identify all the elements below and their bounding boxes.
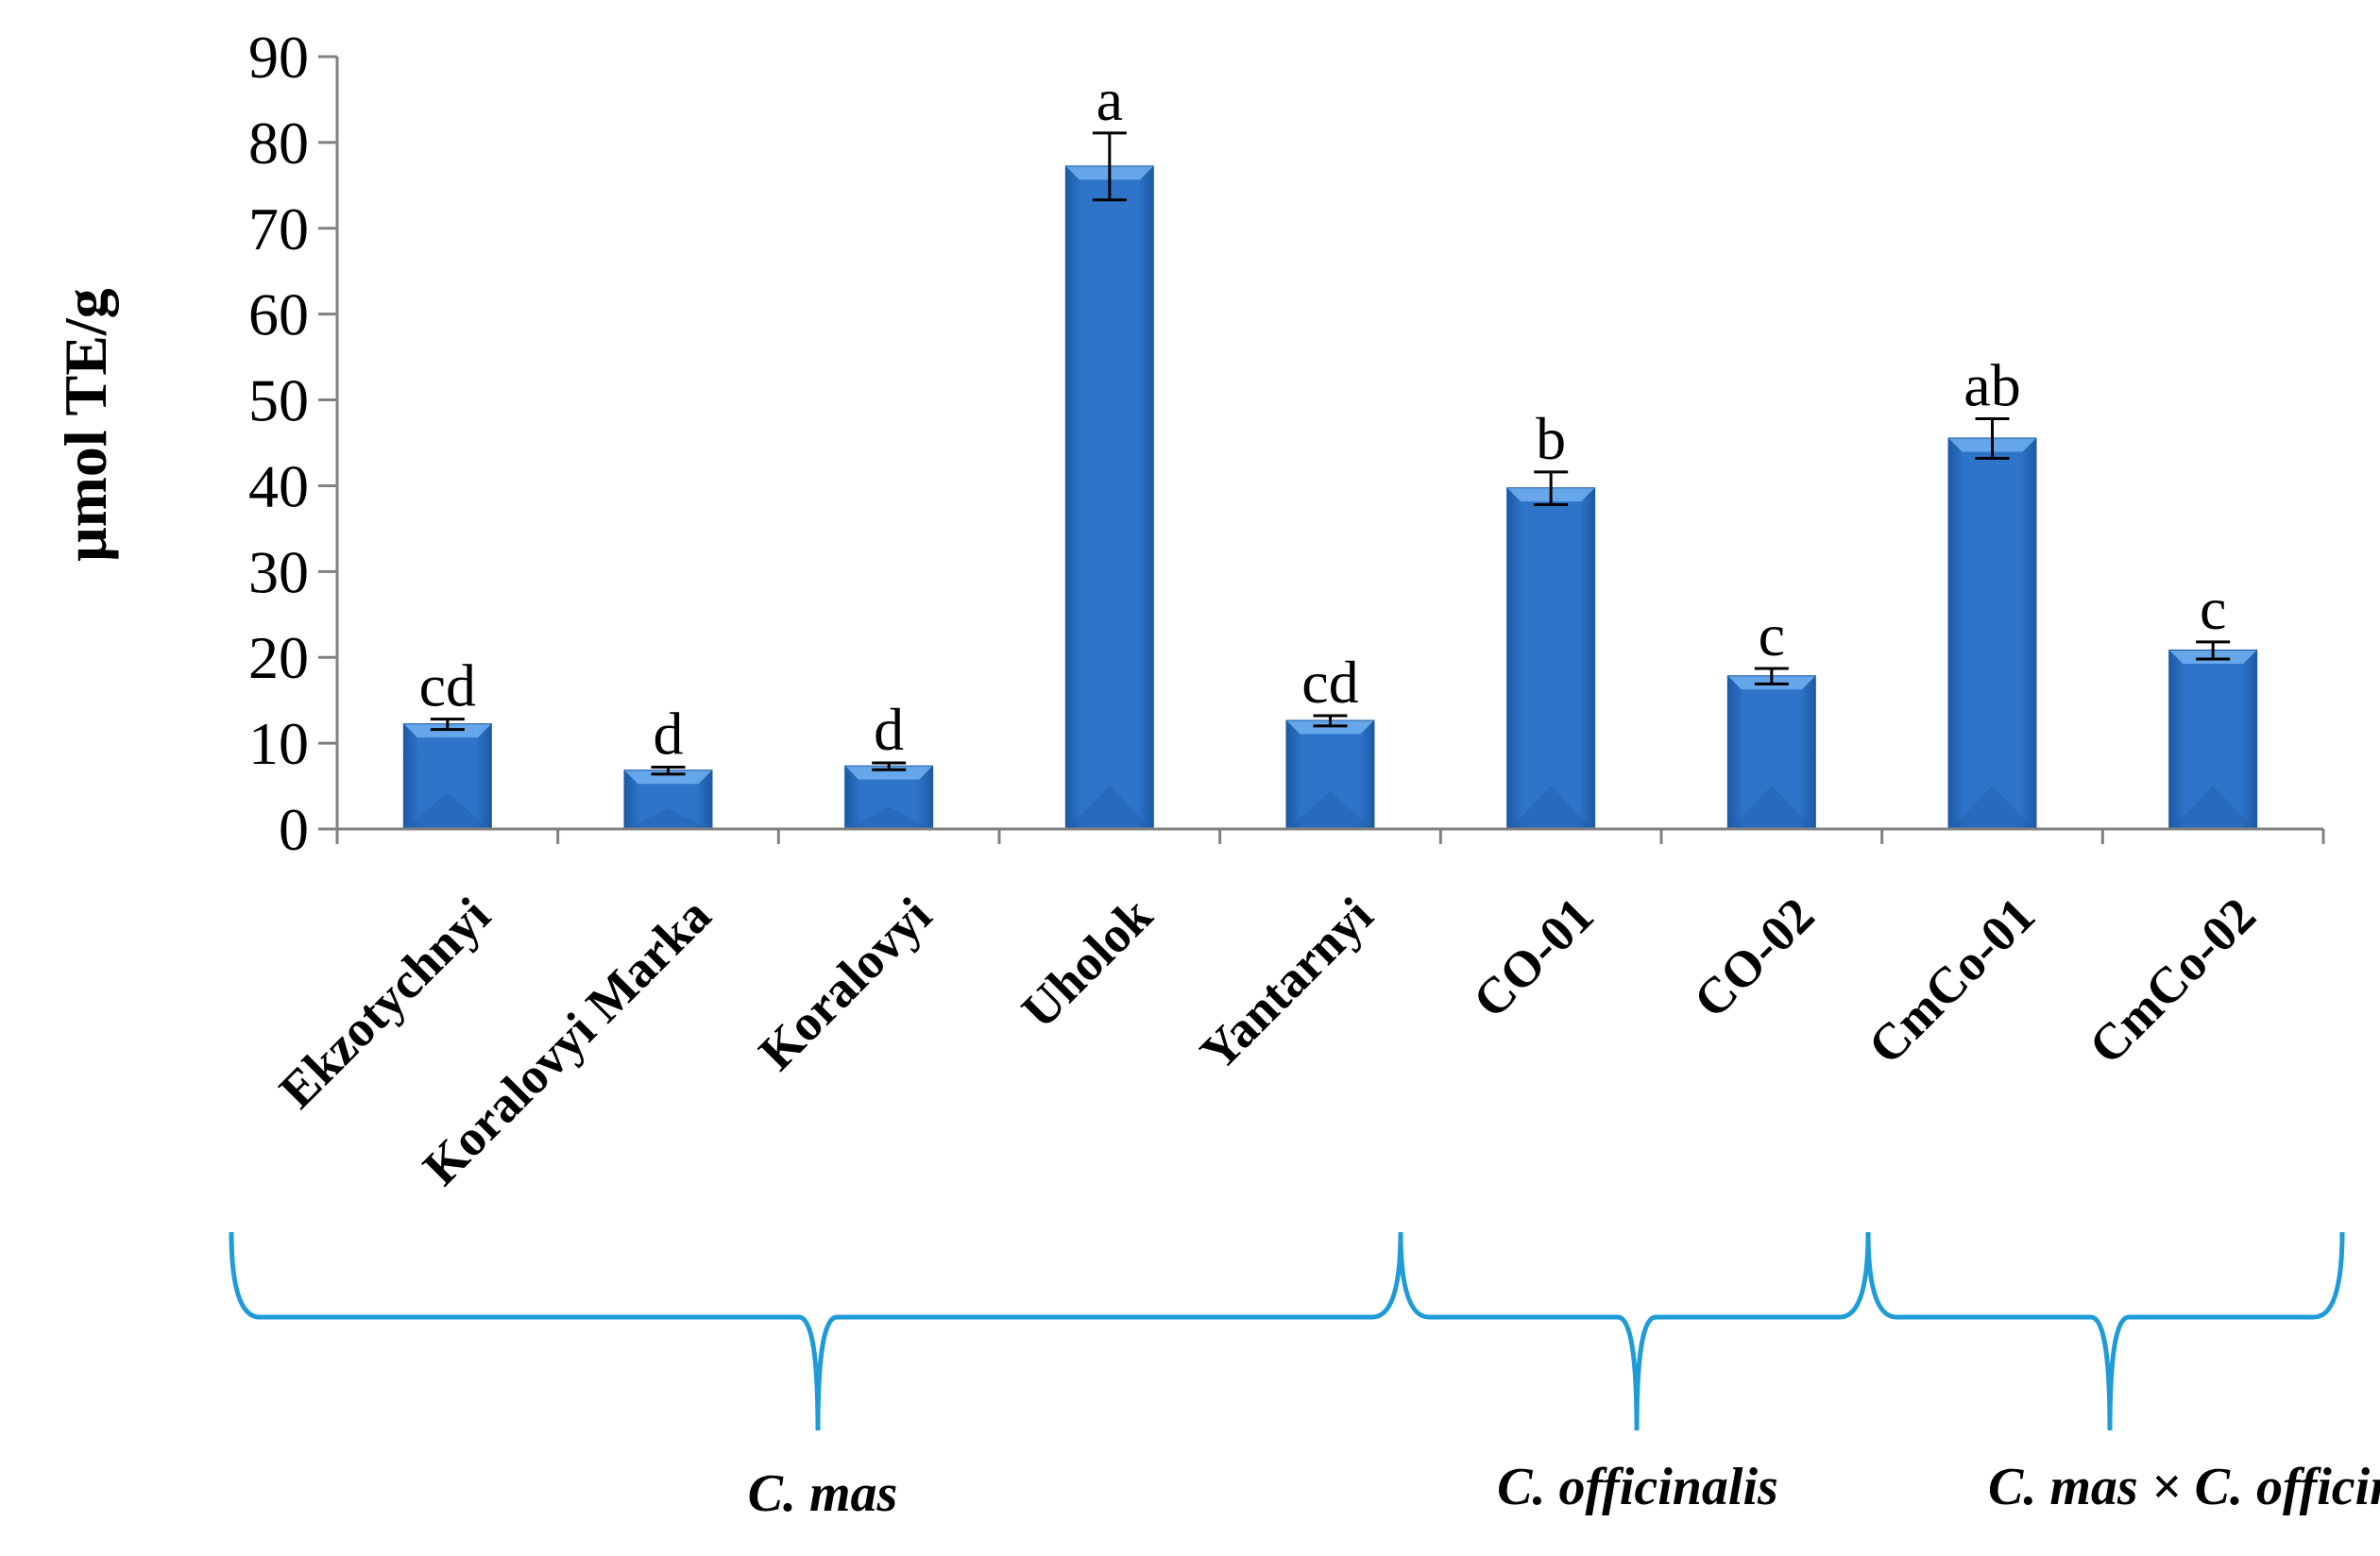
significance-label: a <box>1096 66 1123 133</box>
bar-shade <box>847 806 931 829</box>
significance-label: b <box>1536 405 1566 472</box>
y-tick-label: 60 <box>248 281 309 348</box>
bar-group: c <box>2168 575 2258 830</box>
significance-label: d <box>654 701 684 768</box>
bar-bevel <box>1286 720 1374 735</box>
bar-shade <box>1067 786 1151 829</box>
group-bracket <box>1398 1231 1871 1431</box>
x-tick-label: Uholok <box>1011 887 1163 1039</box>
y-axis-label: μmol TE/g <box>52 288 119 561</box>
bar-group: d <box>623 701 713 830</box>
y-tick-label: 20 <box>248 624 309 691</box>
group-label: C. officinalis <box>1497 1458 1778 1516</box>
bar-shade <box>405 792 489 829</box>
y-tick-label: 40 <box>248 452 309 519</box>
bar-bevel <box>403 724 491 738</box>
bar-group: b <box>1506 405 1596 830</box>
group-brackets: C. mas C. officinalis C. mas × C. officina… <box>229 1231 2380 1523</box>
bar <box>2168 649 2258 830</box>
bar-shade <box>1509 786 1593 829</box>
bar-shade <box>1950 786 2034 829</box>
significance-label: c <box>2200 575 2226 642</box>
group-bracket <box>1865 1231 2345 1431</box>
y-axis-ticks: 0 10 20 30 40 50 60 70 80 90 <box>248 24 337 863</box>
x-tick-label: Koralovyi <box>748 887 943 1081</box>
bar-group: a <box>1064 66 1154 831</box>
significance-label: ab <box>1964 352 2020 419</box>
bar <box>1064 165 1154 831</box>
bar-group: ab <box>1947 352 2037 830</box>
group-bracket <box>229 1231 1403 1431</box>
y-tick-label: 0 <box>279 796 309 863</box>
bar-shade <box>1729 786 1813 829</box>
axes <box>335 57 2325 844</box>
x-tick-label: Ekzotychnyi <box>268 887 501 1119</box>
group-label: C. mas <box>748 1464 898 1523</box>
significance-label: cd <box>419 652 476 719</box>
x-tick-label: CO-01 <box>1462 887 1605 1029</box>
bars: cd d d a cd b c ab c <box>402 66 2258 831</box>
x-tick-label: Yantarnyi <box>1189 887 1384 1081</box>
y-tick-label: 50 <box>248 367 309 434</box>
bar-bevel <box>845 766 933 780</box>
bar-shade <box>2171 786 2255 829</box>
bar <box>1947 437 2037 830</box>
y-tick-label: 90 <box>248 24 309 91</box>
bar-group: cd <box>1285 649 1375 830</box>
significance-label: d <box>874 696 904 763</box>
bar-group: d <box>844 696 934 831</box>
y-tick-label: 10 <box>248 710 309 777</box>
bar-shade <box>1288 790 1372 829</box>
y-tick-label: 80 <box>248 110 309 177</box>
y-tick-label: 30 <box>248 538 309 605</box>
bar-shade <box>626 808 710 829</box>
bar-bevel <box>624 770 712 785</box>
significance-label: cd <box>1301 649 1358 716</box>
significance-label: c <box>1759 601 1785 668</box>
x-tick-label: CmCo-01 <box>1858 887 2046 1074</box>
bar <box>1285 719 1375 830</box>
group-label: C. mas × C. officinalis <box>1988 1458 2380 1516</box>
y-tick-label: 70 <box>248 195 309 262</box>
bar-group: c <box>1726 601 1816 830</box>
bar-group: cd <box>402 652 492 830</box>
x-tick-label: CmCo-02 <box>2078 887 2266 1074</box>
bar <box>1506 487 1596 830</box>
x-tick-label: CO-02 <box>1683 887 1826 1029</box>
bar <box>1726 675 1816 830</box>
